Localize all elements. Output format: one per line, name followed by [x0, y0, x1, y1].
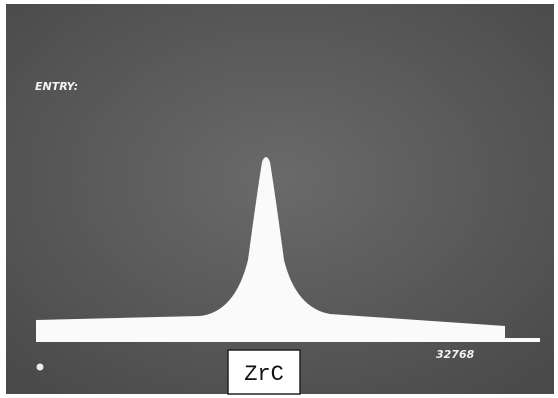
cursor-dot — [37, 364, 44, 371]
sample-label: ZrC — [244, 362, 284, 387]
page: {"screen": {"entry_label": "ENTRY:", "sc… — [0, 0, 558, 398]
entry-label: ENTRY: — [35, 80, 78, 93]
photo: ENTRY: 32768 ZrC — [0, 0, 558, 398]
scale-max-label: 32768 — [436, 348, 475, 361]
